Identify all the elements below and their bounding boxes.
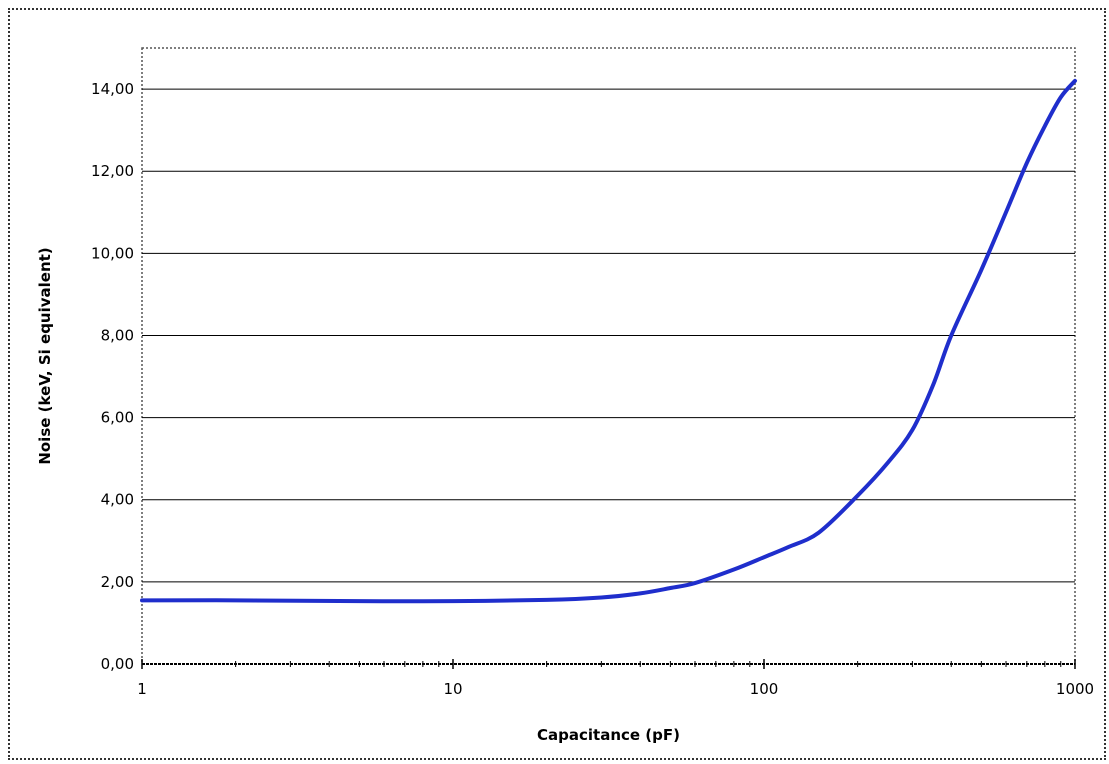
x-tick-label: 1000: [1056, 680, 1094, 698]
x-tick-label: 100: [750, 680, 779, 698]
y-tick-label: 14,00: [91, 80, 134, 98]
y-tick-label: 0,00: [101, 655, 134, 673]
grid-lines: [142, 88, 1075, 583]
x-axis-title: Capacitance (pF): [537, 726, 680, 744]
y-axis-ticks: 0,00 2,00 4,00 6,00 8,00 10,00 12,00 14,00: [91, 80, 134, 673]
y-tick-label: 10,00: [91, 244, 134, 262]
y-tick-label: 12,00: [91, 162, 134, 180]
y-tick-label: 4,00: [101, 491, 134, 509]
y-tick-label: 6,00: [101, 409, 134, 427]
noise-series-line: [140, 78, 1077, 604]
y-axis-title: Noise (keV, Si equivalent): [36, 247, 54, 464]
x-tick-label: 1: [137, 680, 147, 698]
plot-area: [141, 47, 1076, 665]
chart-frame: 0,00 2,00 4,00 6,00 8,00 10,00 12,00 14,00 1 10 1…: [8, 8, 1106, 760]
y-tick-label: 2,00: [101, 573, 134, 591]
x-axis: 1 10 100 1000: [137, 659, 1094, 698]
x-tick-label: 10: [443, 680, 462, 698]
series-group: [140, 78, 1077, 604]
y-tick-label: 8,00: [101, 326, 134, 344]
